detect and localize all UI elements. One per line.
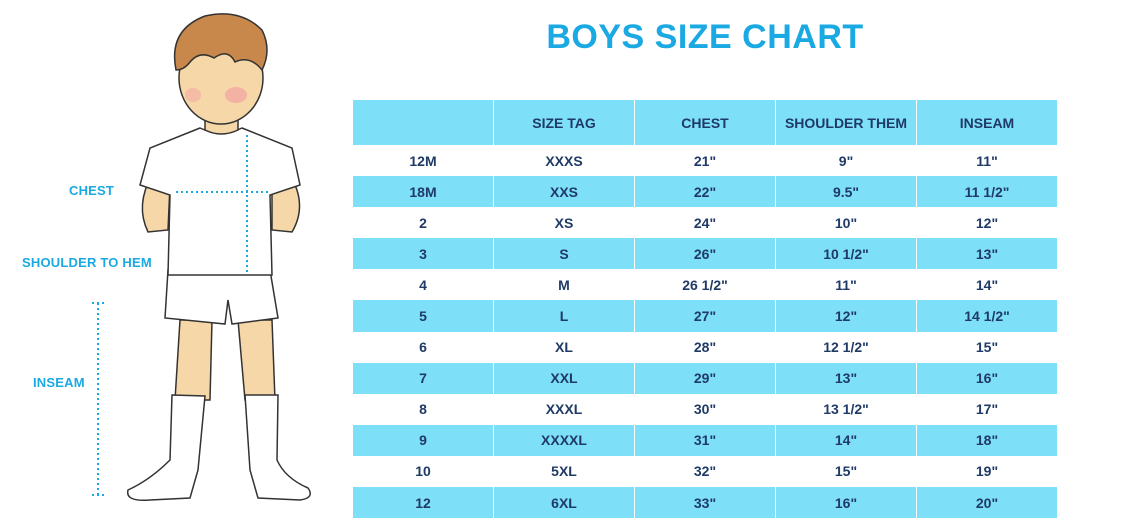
size-cell: 12 <box>352 487 494 519</box>
size-cell: 10 <box>352 455 494 488</box>
size-tag-cell: XXXL <box>493 393 635 425</box>
table-row: 12 6XL 33" 16" 20" <box>352 487 1058 519</box>
size-tag-cell: S <box>493 238 635 270</box>
size-cell: 18M <box>352 176 494 208</box>
shoulder-cell: 14" <box>775 424 917 456</box>
size-cell: 12M <box>352 145 494 177</box>
table-row: 10 5XL 32" 15" 19" <box>352 455 1058 488</box>
size-cell: 9 <box>352 424 494 456</box>
size-cell: 4 <box>352 269 494 301</box>
chest-cell: 29" <box>634 362 776 394</box>
header-chest: CHEST <box>634 100 776 145</box>
table-row: 7 XXL 29" 13" 16" <box>352 362 1058 394</box>
size-cell: 7 <box>352 362 494 394</box>
shoulder-to-hem-label: SHOULDER TO HEM <box>22 255 152 270</box>
shoulder-cell: 9.5" <box>775 176 917 208</box>
header-size-column <box>352 100 494 145</box>
size-cell: 8 <box>352 393 494 425</box>
inseam-cell: 11" <box>916 145 1058 177</box>
shoulder-cell: 12" <box>775 300 917 332</box>
inseam-cell: 20" <box>916 487 1058 519</box>
inseam-cell: 11 1/2" <box>916 176 1058 208</box>
size-tag-cell: XXXXL <box>493 424 635 456</box>
shoulder-cell: 10 1/2" <box>775 238 917 270</box>
size-cell: 6 <box>352 331 494 363</box>
size-tag-cell: M <box>493 269 635 301</box>
size-cell: 3 <box>352 238 494 270</box>
shoulder-cell: 15" <box>775 455 917 488</box>
size-tag-cell: 6XL <box>493 487 635 519</box>
inseam-cell: 13" <box>916 238 1058 270</box>
inseam-cell: 18" <box>916 424 1058 456</box>
inseam-cell: 19" <box>916 455 1058 488</box>
size-tag-cell: XXS <box>493 176 635 208</box>
table-row: 5 L 27" 12" 14 1/2" <box>352 300 1058 332</box>
table-row: 3 S 26" 10 1/2" 13" <box>352 238 1058 270</box>
header-inseam: INSEAM <box>916 100 1058 145</box>
chest-cell: 32" <box>634 455 776 488</box>
size-cell: 5 <box>352 300 494 332</box>
chest-cell: 33" <box>634 487 776 519</box>
chest-cell: 31" <box>634 424 776 456</box>
chest-cell: 27" <box>634 300 776 332</box>
shoulder-cell: 12 1/2" <box>775 331 917 363</box>
chest-cell: 26" <box>634 238 776 270</box>
size-tag-cell: XXXS <box>493 145 635 177</box>
shoulder-cell: 13 1/2" <box>775 393 917 425</box>
inseam-label: INSEAM <box>33 375 85 390</box>
chest-cell: 21" <box>634 145 776 177</box>
shoulder-cell: 11" <box>775 269 917 301</box>
inseam-cell: 17" <box>916 393 1058 425</box>
shoulder-cell: 13" <box>775 362 917 394</box>
shoulder-cell: 16" <box>775 487 917 519</box>
size-tag-cell: 5XL <box>493 455 635 488</box>
page-title: BOYS SIZE CHART <box>546 18 864 56</box>
size-tag-cell: XL <box>493 331 635 363</box>
table-row: 4 M 26 1/2" 11" 14" <box>352 269 1058 301</box>
table-row: 12M XXXS 21" 9" 11" <box>352 145 1058 177</box>
size-tag-cell: XS <box>493 207 635 239</box>
table-row: 18M XXS 22" 9.5" 11 1/2" <box>352 176 1058 208</box>
chest-cell: 22" <box>634 176 776 208</box>
boy-illustration <box>92 13 311 502</box>
shoulder-cell: 9" <box>775 145 917 177</box>
chest-cell: 30" <box>634 393 776 425</box>
table-row: 6 XL 28" 12 1/2" 15" <box>352 331 1058 363</box>
shoulder-cell: 10" <box>775 207 917 239</box>
table-row: 8 XXXL 30" 13 1/2" 17" <box>352 393 1058 425</box>
header-shoulder: SHOULDER THEM <box>775 100 917 145</box>
size-tag-cell: L <box>493 300 635 332</box>
size-tag-cell: XXL <box>493 362 635 394</box>
chest-label: CHEST <box>69 183 115 198</box>
table-body: 12M XXXS 21" 9" 11" 18M XXS 22" 9.5" 11 1/2" 2 XS 24… <box>352 145 1058 519</box>
chest-cell: 28" <box>634 331 776 363</box>
inseam-cell: 15" <box>916 331 1058 363</box>
inseam-cell: 16" <box>916 362 1058 394</box>
inseam-cell: 12" <box>916 207 1058 239</box>
chest-cell: 26 1/2" <box>634 269 776 301</box>
inseam-cell: 14 1/2" <box>916 300 1058 332</box>
table-row: 9 XXXXL 31" 14" 18" <box>352 424 1058 456</box>
table-row: 2 XS 24" 10" 12" <box>352 207 1058 239</box>
size-cell: 2 <box>352 207 494 239</box>
chest-cell: 24" <box>634 207 776 239</box>
table-header-row: SIZE TAG CHEST SHOULDER THEM INSEAM <box>352 100 1058 145</box>
size-chart-table: SIZE TAG CHEST SHOULDER THEM INSEAM 12M X… <box>352 100 1058 519</box>
inseam-cell: 14" <box>916 269 1058 301</box>
header-size-tag: SIZE TAG <box>493 100 635 145</box>
